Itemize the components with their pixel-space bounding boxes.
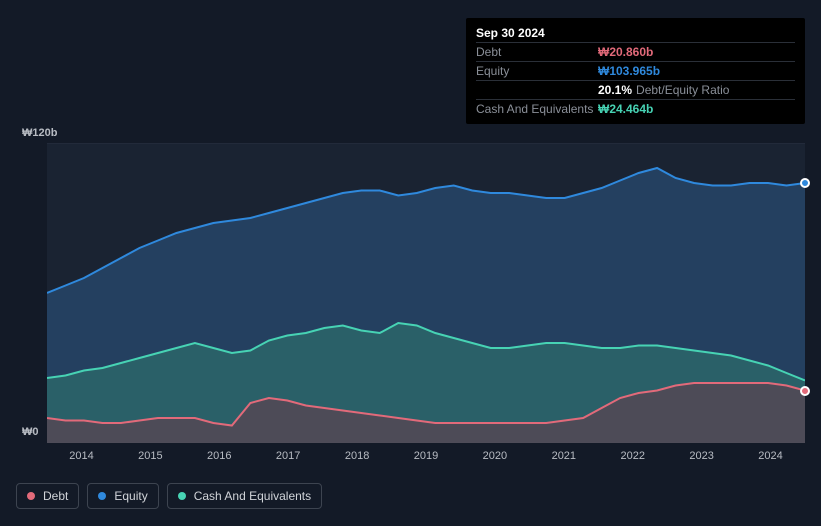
chart-legend: Debt Equity Cash And Equivalents (16, 483, 322, 509)
xaxis-tick: 2022 (620, 450, 644, 462)
legend-label: Debt (43, 489, 68, 503)
tooltip-row-label: Cash And Equivalents (476, 102, 598, 116)
xaxis-tick: 2021 (552, 450, 576, 462)
tooltip-row: Debt₩20.860b (476, 43, 795, 62)
xaxis-tick: 2024 (758, 450, 782, 462)
tooltip-row-label (476, 83, 598, 97)
tooltip-row-value: ₩24.464b (598, 102, 653, 116)
legend-item-debt[interactable]: Debt (16, 483, 79, 509)
tooltip-row-value: 20.1% (598, 83, 632, 97)
end-marker-debt (800, 386, 810, 396)
xaxis-ticks: 2014 2015 2016 2017 2018 2019 2020 2021 2022 2023… (47, 450, 805, 468)
xaxis-tick: 2017 (276, 450, 300, 462)
xaxis-tick: 2016 (207, 450, 231, 462)
yaxis-label-top: ₩120b (22, 127, 57, 139)
xaxis-tick: 2023 (689, 450, 713, 462)
legend-item-cash[interactable]: Cash And Equivalents (167, 483, 322, 509)
tooltip-row-value: ₩20.860b (598, 45, 653, 59)
xaxis-tick: 2020 (483, 450, 507, 462)
legend-dot-icon (178, 492, 186, 500)
xaxis-tick: 2014 (69, 450, 93, 462)
legend-label: Equity (114, 489, 147, 503)
tooltip-row: Cash And Equivalents₩24.464b (476, 100, 795, 118)
legend-dot-icon (98, 492, 106, 500)
tooltip-row-value: ₩103.965b (598, 64, 660, 78)
tooltip-row: Equity₩103.965b (476, 62, 795, 81)
legend-label: Cash And Equivalents (194, 489, 311, 503)
tooltip-date: Sep 30 2024 (476, 26, 545, 40)
chart-plot (47, 143, 805, 443)
chart-tooltip: Sep 30 2024 Debt₩20.860bEquity₩103.965b2… (466, 18, 805, 124)
tooltip-row-suffix: Debt/Equity Ratio (636, 83, 729, 97)
xaxis-tick: 2019 (414, 450, 438, 462)
tooltip-row: 20.1% Debt/Equity Ratio (476, 81, 795, 100)
end-marker-equity (800, 178, 810, 188)
legend-item-equity[interactable]: Equity (87, 483, 158, 509)
tooltip-row-label: Debt (476, 45, 598, 59)
tooltip-row-label: Equity (476, 64, 598, 78)
yaxis-label-bottom: ₩0 (22, 426, 39, 438)
legend-dot-icon (27, 492, 35, 500)
xaxis-tick: 2018 (345, 450, 369, 462)
xaxis-tick: 2015 (138, 450, 162, 462)
